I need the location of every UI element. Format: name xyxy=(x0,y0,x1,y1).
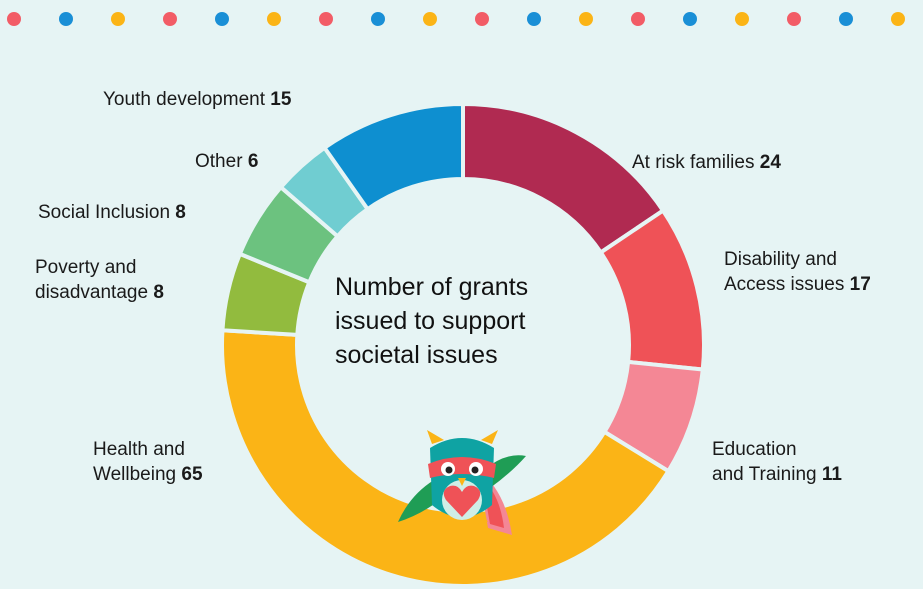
decorative-dot xyxy=(683,12,697,26)
center-title-line-3: societal issues xyxy=(335,341,498,369)
label-health-wellbeing: Health and Wellbeing 65 xyxy=(93,439,203,485)
donut-slice-youth-development xyxy=(321,101,465,212)
decorative-dot xyxy=(787,12,801,26)
label-other: Other 6 xyxy=(195,151,259,172)
decorative-dot xyxy=(215,12,229,26)
label-at-risk-families: At risk families 24 xyxy=(632,152,781,173)
decorative-dot xyxy=(163,12,177,26)
label-youth-development: Youth development 15 xyxy=(103,89,292,110)
decorative-dot xyxy=(475,12,489,26)
decorative-dot xyxy=(735,12,749,26)
decorative-dot xyxy=(423,12,437,26)
decorative-dot xyxy=(7,12,21,26)
label-poverty-disadvantage: Poverty and disadvantage 8 xyxy=(35,257,164,303)
decorative-dot xyxy=(319,12,333,26)
decorative-dot xyxy=(111,12,125,26)
label-disability-access: Disability and Access issues 17 xyxy=(724,249,871,295)
decorative-dot xyxy=(527,12,541,26)
decorative-dot xyxy=(891,12,905,26)
chart-center-title: Number of grants issued to support socie… xyxy=(335,270,595,372)
center-title-line-1: Number of grants xyxy=(335,273,529,301)
label-education-training: Education and Training 11 xyxy=(712,439,842,485)
decorative-dot-row xyxy=(7,12,905,26)
decorative-dot xyxy=(579,12,593,26)
decorative-dot xyxy=(631,12,645,26)
decorative-dot xyxy=(839,12,853,26)
decorative-dot xyxy=(59,12,73,26)
decorative-dot xyxy=(371,12,385,26)
decorative-dot xyxy=(267,12,281,26)
label-social-inclusion: Social Inclusion 8 xyxy=(38,202,186,223)
center-title-line-2: issued to support xyxy=(335,307,526,335)
